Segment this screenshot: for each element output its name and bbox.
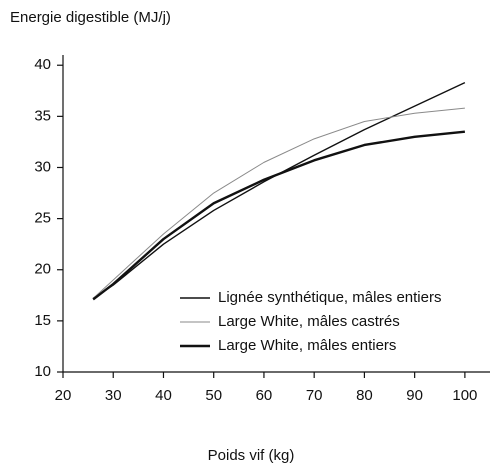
x-tick-label: 50 [205, 387, 222, 404]
y-tick-label: 35 [34, 107, 51, 124]
series-line [92, 130, 466, 301]
x-axis-label: Poids vif (kg) [208, 447, 295, 464]
x-tick-label: 60 [256, 387, 273, 404]
y-tick-label: 40 [34, 56, 51, 73]
x-tick-label: 90 [406, 387, 423, 404]
x-tick-label: 40 [155, 387, 172, 404]
series-line [92, 107, 465, 299]
y-tick-label: 10 [34, 363, 51, 380]
y-tick-label: 30 [34, 158, 51, 175]
legend-label: Large White, mâles entiers [218, 337, 396, 354]
x-tick-label: 100 [452, 387, 477, 404]
y-axis-label: Energie digestible (MJ/j) [10, 9, 171, 26]
y-tick-label: 25 [34, 210, 51, 227]
x-tick-label: 70 [306, 387, 323, 404]
series-line [92, 81, 466, 299]
y-tick-label: 15 [34, 312, 51, 329]
legend-label: Lignée synthétique, mâles entiers [218, 289, 441, 306]
x-tick-label: 80 [356, 387, 373, 404]
x-tick-label: 20 [55, 387, 72, 404]
legend-label: Large White, mâles castrés [218, 313, 400, 330]
x-tick-label: 30 [105, 387, 122, 404]
y-tick-label: 20 [34, 261, 51, 278]
